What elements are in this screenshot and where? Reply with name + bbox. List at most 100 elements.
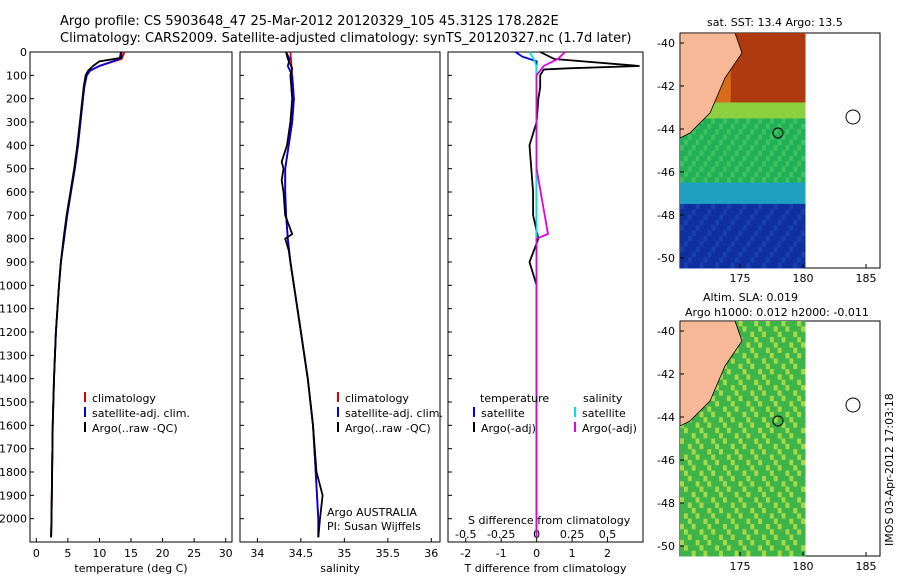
map-cell [765, 427, 771, 434]
map-cell [734, 91, 740, 98]
map-cell [730, 235, 736, 242]
map-cell [738, 155, 743, 162]
map-cell [726, 534, 732, 541]
map-cell [730, 523, 736, 530]
map-cell [793, 374, 798, 381]
map-cell [730, 529, 736, 536]
map-cell [738, 251, 743, 258]
map-cell [801, 417, 806, 423]
map-cell [773, 406, 779, 413]
map-cell [715, 470, 720, 477]
map-cell [726, 107, 732, 114]
map-cell [750, 422, 755, 429]
map-cell [699, 171, 704, 178]
map-cell [715, 443, 720, 450]
map-cell [769, 385, 775, 391]
map-cell [695, 155, 701, 162]
map-cell [765, 219, 771, 226]
map-cell [789, 331, 794, 338]
map-cell [734, 129, 740, 135]
map-cell [777, 123, 783, 130]
map-cell [777, 203, 783, 210]
map-cell [781, 171, 786, 178]
map-cell [789, 150, 794, 157]
map-cell [730, 166, 736, 173]
map-cell [773, 171, 779, 178]
map-cell [707, 118, 712, 125]
map-cell [734, 411, 740, 418]
map-cell [726, 198, 732, 205]
map-cell [703, 422, 708, 429]
map-cell [762, 97, 767, 103]
map-cell [801, 155, 806, 162]
map-cell [715, 241, 720, 248]
map-cell [793, 507, 798, 514]
map-cell [754, 513, 759, 520]
map-cell [695, 235, 701, 242]
map-cell [719, 454, 724, 461]
map-cell [730, 353, 736, 359]
map-cell [703, 219, 708, 226]
map-cell [754, 347, 759, 354]
map-cell [750, 513, 755, 520]
depth-tick-label: 1900 [0, 489, 27, 502]
map-cell [726, 262, 732, 269]
map-cell [687, 198, 693, 205]
map-cell [734, 481, 740, 488]
map-cell [758, 395, 763, 402]
map-cell [719, 214, 724, 221]
map-cell [699, 150, 704, 157]
map-cell [785, 198, 790, 205]
map-cell [742, 113, 747, 119]
map-cell [789, 491, 794, 498]
map-cell [801, 321, 806, 327]
map-cell [711, 257, 716, 264]
map-cell [730, 209, 736, 216]
map-cell [722, 241, 728, 248]
map-cell [707, 475, 712, 482]
map-cell [762, 102, 767, 109]
map-cell [793, 321, 798, 327]
depth-tick-label: 1000 [0, 279, 27, 292]
map-cell [781, 102, 786, 109]
map-cell [773, 374, 779, 381]
map-cell [797, 321, 802, 327]
map-cell [773, 379, 779, 386]
map-cell [726, 241, 732, 248]
map-cell [742, 433, 747, 439]
map-cell [699, 523, 704, 530]
map-cell [691, 507, 697, 514]
map-cell [773, 518, 779, 525]
map-cell [758, 241, 763, 248]
map-cell [722, 422, 728, 429]
map-cell [711, 107, 716, 114]
map-cell [765, 75, 771, 82]
map-cell [801, 129, 806, 135]
map-cell [793, 166, 798, 173]
map-cell [715, 113, 720, 119]
map-cell [738, 491, 743, 498]
map-cell [777, 43, 783, 50]
map-cell [719, 150, 724, 157]
map-cell [750, 337, 755, 343]
map-cell [699, 529, 704, 536]
map-cell [762, 91, 767, 98]
map-cell [762, 59, 767, 66]
map-cell [687, 507, 693, 514]
depth-tick-label: 800 [6, 233, 27, 246]
map-cell [730, 518, 736, 525]
map-cell [691, 513, 697, 520]
map-cell [765, 262, 771, 269]
map-cell [683, 454, 689, 461]
map-cell [699, 198, 704, 205]
map-cell [730, 507, 736, 514]
map-cell [746, 86, 751, 93]
map-cell [762, 38, 767, 45]
map-cell [765, 534, 771, 541]
map-cell [722, 161, 728, 168]
map-cell [789, 411, 794, 418]
map-cell [742, 134, 747, 141]
map-cell [742, 107, 747, 114]
map-cell [758, 326, 763, 333]
map-cell [754, 171, 759, 178]
